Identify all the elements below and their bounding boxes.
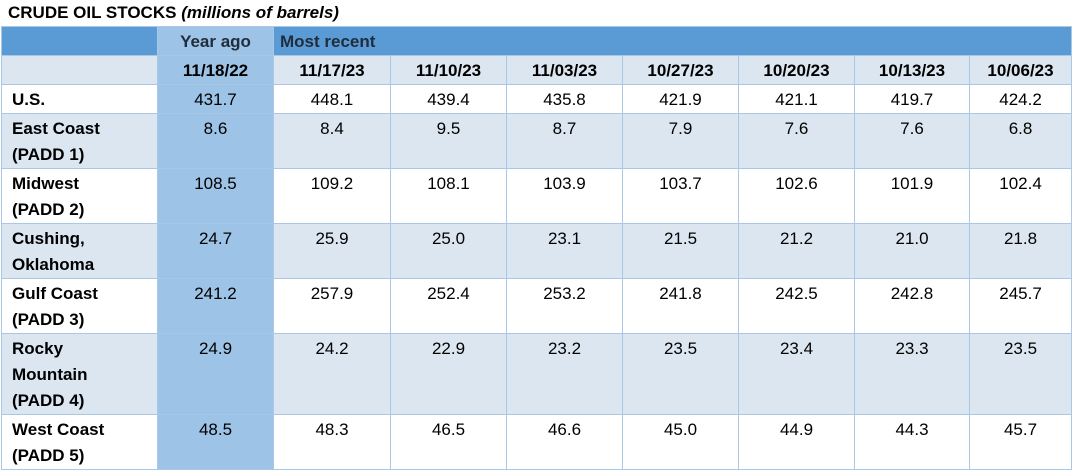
value-cell: 109.2 [273, 168, 391, 224]
data-row: Gulf Coast (PADD 3) 241.2 257.9 252.4 253.2 2… [1, 278, 1072, 334]
value-cell: 241.2 [157, 278, 274, 334]
value-cell: 8.6 [157, 113, 274, 169]
value-cell: 419.7 [854, 84, 970, 114]
value-cell: 252.4 [390, 278, 507, 334]
data-row: Cushing, Oklahoma 24.7 25.9 25.0 23.1 21.5 21.… [1, 223, 1072, 279]
row-label: West Coast (PADD 5) [1, 414, 158, 470]
value-cell: 21.0 [854, 223, 970, 279]
value-cell: 108.1 [390, 168, 507, 224]
value-cell: 242.5 [738, 278, 855, 334]
subtitle: (millions of barrels) [181, 3, 339, 22]
value-cell: 448.1 [273, 84, 391, 114]
value-cell: 22.9 [390, 333, 507, 415]
data-row: Rocky Mountain (PADD 4) 24.9 24.2 22.9 23.2 2… [1, 333, 1072, 415]
value-cell: 23.3 [854, 333, 970, 415]
value-cell: 46.6 [506, 414, 623, 470]
value-cell: 7.9 [622, 113, 739, 169]
value-cell: 25.0 [390, 223, 507, 279]
value-cell: 242.8 [854, 278, 970, 334]
value-cell: 103.7 [622, 168, 739, 224]
group-header-row: Year ago Most recent [1, 26, 1072, 56]
value-cell: 102.6 [738, 168, 855, 224]
value-cell: 23.5 [622, 333, 739, 415]
date-header: 10/06/23 [968, 55, 1072, 85]
value-cell: 21.2 [738, 223, 855, 279]
date-header: 11/03/23 [506, 55, 623, 85]
group-header: Year ago [157, 26, 274, 56]
value-cell: 45.7 [968, 414, 1072, 470]
row-label: East Coast (PADD 1) [1, 113, 158, 169]
date-header: 10/20/23 [738, 55, 855, 85]
value-cell: 48.5 [157, 414, 274, 470]
value-cell: 241.8 [622, 278, 739, 334]
table-body: Year ago Most recent 11/18/22 11/17/23 11/10… [1, 26, 1072, 470]
value-cell: 103.9 [506, 168, 623, 224]
data-row: West Coast (PADD 5) 48.5 48.3 46.5 46.6 45.0 4… [1, 414, 1072, 470]
value-cell: 21.5 [622, 223, 739, 279]
value-cell: 108.5 [157, 168, 274, 224]
header-cell [1, 55, 158, 85]
value-cell: 45.0 [622, 414, 739, 470]
value-cell: 24.7 [157, 223, 274, 279]
value-cell: 46.5 [390, 414, 507, 470]
value-cell: 7.6 [738, 113, 855, 169]
row-label: U.S. [1, 84, 158, 114]
data-row: East Coast (PADD 1) 8.6 8.4 9.5 8.7 7.9 7.6 7.6… [1, 113, 1072, 169]
value-cell: 25.9 [273, 223, 391, 279]
value-cell: 102.4 [968, 168, 1072, 224]
data-row: U.S. 431.7 448.1 439.4 435.8 421.9 421.1 419.7 4… [1, 84, 1072, 114]
date-header: 11/18/22 [157, 55, 274, 85]
date-header-row: 11/18/22 11/17/23 11/10/23 11/03/23 10/27/23… [1, 55, 1072, 85]
value-cell: 101.9 [854, 168, 970, 224]
value-cell: 48.3 [273, 414, 391, 470]
value-cell: 23.5 [968, 333, 1072, 415]
value-cell: 24.2 [273, 333, 391, 415]
value-cell: 9.5 [390, 113, 507, 169]
value-cell: 44.3 [854, 414, 970, 470]
date-header: 10/27/23 [622, 55, 739, 85]
title-bar: CRUDE OIL STOCKS (millions of barrels) [0, 0, 1072, 26]
value-cell: 23.2 [506, 333, 623, 415]
value-cell: 421.1 [738, 84, 855, 114]
value-cell: 24.9 [157, 333, 274, 415]
header-cell [1, 26, 158, 56]
value-cell: 23.4 [738, 333, 855, 415]
date-header: 10/13/23 [854, 55, 970, 85]
row-label: Midwest (PADD 2) [1, 168, 158, 224]
value-cell: 435.8 [506, 84, 623, 114]
value-cell: 21.8 [968, 223, 1072, 279]
value-cell: 431.7 [157, 84, 274, 114]
data-row: Midwest (PADD 2) 108.5 109.2 108.1 103.9 103.… [1, 168, 1072, 224]
value-cell: 253.2 [506, 278, 623, 334]
value-cell: 439.4 [390, 84, 507, 114]
value-cell: 8.4 [273, 113, 391, 169]
date-header: 11/10/23 [390, 55, 507, 85]
value-cell: 7.6 [854, 113, 970, 169]
value-cell: 44.9 [738, 414, 855, 470]
stocks-table: Year ago Most recent 11/18/22 11/17/23 11/10… [1, 26, 1072, 470]
group-header: Most recent [272, 26, 1072, 56]
date-header: 11/17/23 [273, 55, 391, 85]
value-cell: 421.9 [622, 84, 739, 114]
value-cell: 245.7 [968, 278, 1072, 334]
value-cell: 424.2 [968, 84, 1072, 114]
row-label: Rocky Mountain (PADD 4) [1, 333, 158, 415]
row-label: Gulf Coast (PADD 3) [1, 278, 158, 334]
value-cell: 8.7 [506, 113, 623, 169]
value-cell: 6.8 [968, 113, 1072, 169]
value-cell: 23.1 [506, 223, 623, 279]
value-cell: 257.9 [273, 278, 391, 334]
title: CRUDE OIL STOCKS [8, 3, 177, 22]
row-label: Cushing, Oklahoma [1, 223, 158, 279]
